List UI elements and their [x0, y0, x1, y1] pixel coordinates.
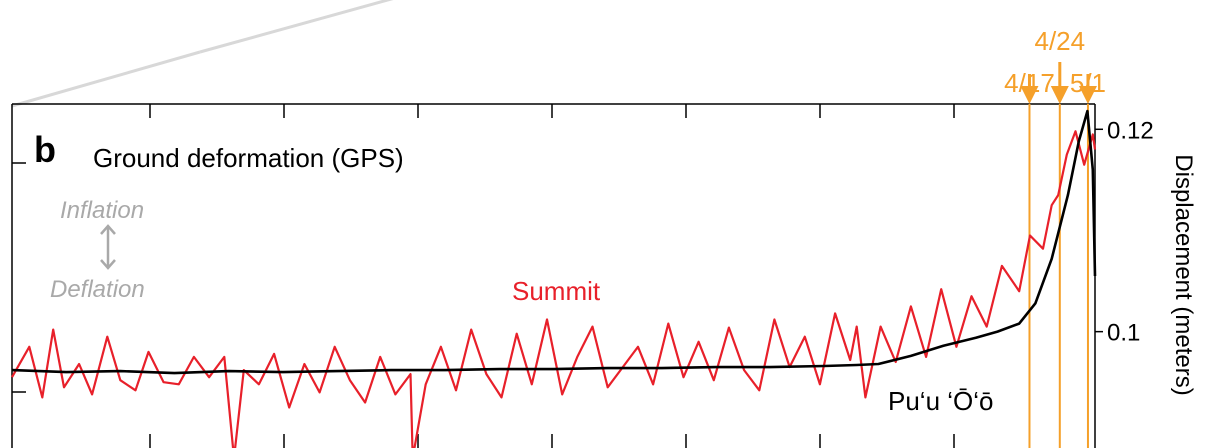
panel-title: Ground deformation (GPS) — [93, 143, 404, 173]
y-tick-label: 0.1 — [1107, 320, 1140, 347]
event-label-4-24: 4/24 — [1034, 26, 1085, 56]
bottom-x-ticks — [149, 434, 955, 448]
left-y-ticks — [12, 162, 26, 393]
top-x-ticks — [149, 104, 955, 118]
deflation-label: Deflation — [50, 276, 145, 303]
event-arrowhead-5-1 — [1078, 86, 1097, 104]
panel-letter: b — [34, 129, 56, 170]
y-axis-title: Displacement (meters) — [1170, 154, 1197, 395]
connector-line-left — [11, 50, 201, 108]
summit-line — [11, 130, 1097, 448]
puu-oo-series-label: Pu‘u ‘Ō‘ō — [888, 386, 994, 416]
summit-series-label: Summit — [512, 276, 601, 306]
event-arrowhead-4-24 — [1050, 86, 1069, 104]
inflation-deflation-arrow-icon — [100, 224, 116, 270]
event-label-5-1: 5/1 — [1070, 68, 1106, 98]
event-arrowhead-4-17 — [1020, 86, 1039, 104]
event-label-4-17: 4/17 — [1004, 68, 1055, 98]
inflation-label: Inflation — [60, 197, 144, 224]
y-tick-label: 0.12 — [1107, 117, 1154, 144]
puu-oo-line — [11, 109, 1097, 375]
connector-line-right — [199, 0, 394, 54]
